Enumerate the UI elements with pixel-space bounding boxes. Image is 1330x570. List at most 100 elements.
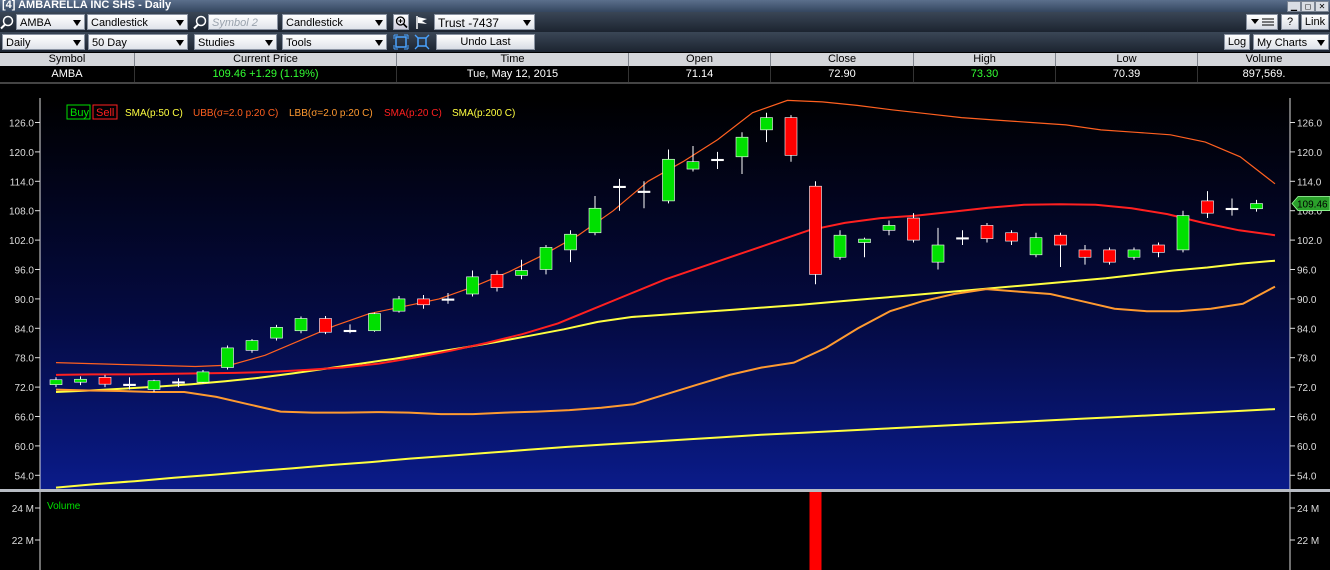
period-select[interactable]: Daily	[2, 34, 85, 50]
candle[interactable]	[270, 324, 283, 341]
candle[interactable]	[613, 178, 626, 211]
candle[interactable]	[515, 259, 528, 280]
candle[interactable]	[245, 339, 259, 353]
link-button[interactable]: Link	[1301, 14, 1329, 30]
candle[interactable]	[441, 293, 455, 304]
candle[interactable]	[735, 132, 749, 174]
restore-button[interactable]: ◻	[1301, 1, 1315, 12]
candle-body	[343, 329, 357, 333]
candle[interactable]	[49, 377, 63, 388]
log-button[interactable]: Log	[1224, 34, 1250, 50]
candle[interactable]	[858, 237, 871, 258]
candle[interactable]	[760, 112, 773, 143]
chevron-down-icon	[265, 40, 273, 46]
candle-body	[980, 225, 994, 239]
candle[interactable]	[809, 181, 822, 285]
price-chart[interactable]: 54.0 54.0 60.0 60.0 66.0 66.0 72.0 72.0 78.0 78.0…	[0, 84, 1330, 490]
candle[interactable]	[662, 149, 675, 204]
chart-type2-select[interactable]: Candlestick	[282, 14, 387, 30]
y-tick-label-right: 90.0	[1297, 295, 1317, 306]
candle[interactable]	[98, 374, 112, 388]
candle[interactable]	[956, 230, 969, 245]
candle[interactable]	[833, 230, 847, 260]
tools-select[interactable]: Tools	[282, 34, 387, 50]
studies-select[interactable]: Studies	[194, 34, 277, 50]
candle-body	[74, 378, 87, 383]
chart-type-select[interactable]: Candlestick	[87, 14, 188, 30]
candle[interactable]	[196, 369, 210, 384]
symbol2-input[interactable]: Symbol 2	[208, 14, 278, 30]
candle[interactable]	[907, 213, 920, 243]
candle[interactable]	[980, 222, 994, 243]
pane-divider[interactable]	[0, 489, 1330, 492]
candle[interactable]	[392, 295, 406, 313]
my-charts-select[interactable]: My Charts	[1253, 34, 1329, 50]
candle[interactable]	[343, 324, 357, 334]
expand-icon[interactable]	[414, 34, 430, 50]
candle[interactable]	[221, 345, 234, 370]
minimize-button[interactable]: ▁	[1287, 1, 1301, 12]
candle[interactable]	[1029, 232, 1043, 258]
candle[interactable]	[1054, 232, 1067, 268]
legend-sma200[interactable]: SMA(p:200 C)	[452, 108, 515, 119]
candle[interactable]	[784, 115, 798, 162]
quote-row[interactable]: AMBA 109.46 +1.29 (1.19%) Tue, May 12, 2…	[0, 66, 1330, 82]
candle[interactable]	[172, 378, 185, 388]
candle-body	[882, 225, 896, 231]
legend-ubb[interactable]: UBB(σ=2.0 p:20 C)	[193, 108, 278, 119]
legend-lbb[interactable]: LBB(σ=2.0 p:20 C)	[289, 108, 373, 119]
volume-chart[interactable]: Volume 24 M 24 M 22 M 22 M	[0, 492, 1330, 570]
candle[interactable]	[1078, 245, 1092, 265]
legend-sma50[interactable]: SMA(p:50 C)	[125, 108, 183, 119]
search-icon[interactable]	[192, 14, 208, 30]
volume-bar	[809, 492, 822, 570]
candle[interactable]	[147, 379, 161, 392]
y-tick-label-left: 96.0	[15, 266, 35, 277]
close-button[interactable]: ✕	[1315, 1, 1329, 12]
candle[interactable]	[564, 230, 577, 263]
candle[interactable]	[882, 220, 896, 236]
candle-body	[490, 274, 504, 288]
candle[interactable]	[490, 270, 504, 292]
candle[interactable]	[123, 377, 136, 390]
candle[interactable]	[539, 245, 553, 275]
range-select[interactable]: 50 Day	[88, 34, 188, 50]
undo-last-button[interactable]: Undo Last	[436, 34, 535, 50]
candle[interactable]	[1201, 191, 1214, 219]
candle[interactable]	[1005, 230, 1018, 245]
candle[interactable]	[1152, 242, 1165, 258]
sell-button[interactable]: Sell	[96, 107, 114, 119]
candle[interactable]	[417, 294, 430, 309]
candle[interactable]	[686, 146, 700, 172]
flag-icon[interactable]	[414, 14, 430, 30]
fit-icon[interactable]	[393, 34, 409, 50]
candle[interactable]	[1250, 199, 1263, 212]
candle[interactable]	[319, 316, 332, 335]
candle[interactable]	[1103, 247, 1116, 265]
current-price-tag: 109.46	[1291, 196, 1330, 211]
zoom-icon[interactable]	[393, 14, 409, 30]
search-icon[interactable]	[0, 14, 16, 30]
trust-value: Trust -7437	[438, 16, 499, 30]
candle[interactable]	[466, 270, 479, 297]
legend-sma20[interactable]: SMA(p:20 C)	[384, 108, 442, 119]
trust-select[interactable]: Trust -7437	[434, 14, 535, 30]
candle[interactable]	[74, 376, 87, 386]
quote-price: 109.46 +1.29 (1.19%)	[135, 66, 397, 82]
candle[interactable]	[931, 227, 945, 270]
buy-button[interactable]: Buy	[70, 107, 89, 119]
candle[interactable]	[1176, 210, 1190, 253]
candle[interactable]	[368, 312, 381, 332]
candle-body	[1250, 203, 1263, 210]
candle-body	[686, 161, 700, 170]
candle[interactable]	[588, 196, 602, 236]
candle[interactable]	[1225, 198, 1239, 216]
candle[interactable]	[294, 316, 308, 334]
candle[interactable]	[637, 181, 651, 209]
menu-button[interactable]	[1246, 14, 1278, 30]
candle-body	[784, 117, 798, 156]
candle[interactable]	[1127, 247, 1141, 260]
symbol-input[interactable]: AMBA	[16, 14, 85, 30]
candle[interactable]	[711, 151, 724, 170]
help-button[interactable]: ?	[1281, 14, 1299, 30]
